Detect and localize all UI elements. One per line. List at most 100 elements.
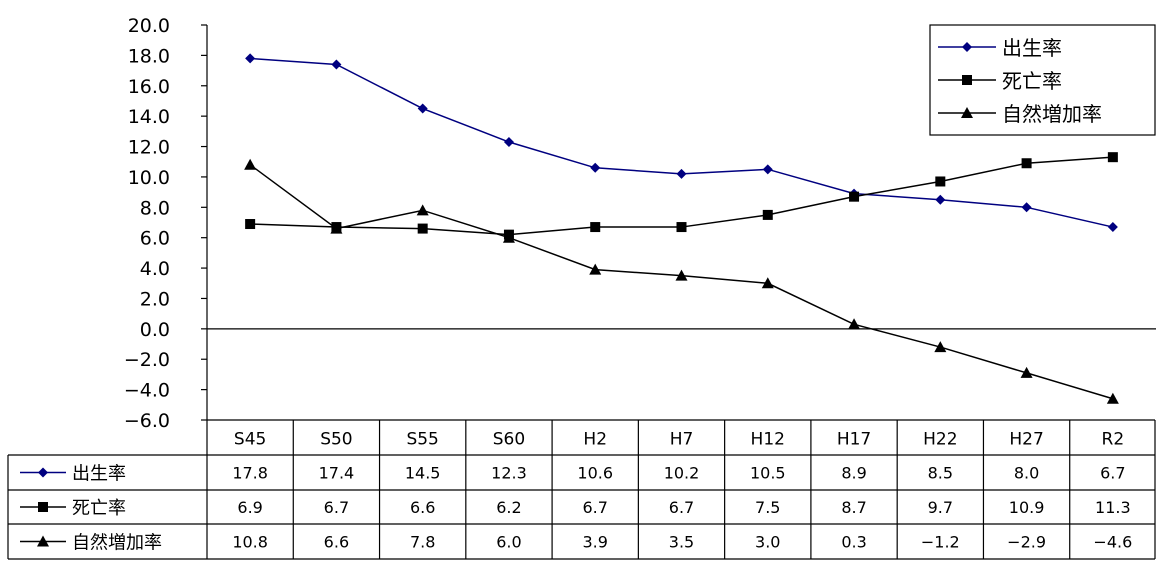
data-point — [1107, 152, 1118, 163]
data-point — [1021, 158, 1032, 169]
table-cell: 12.3 — [491, 464, 527, 483]
table-cell: 6.7 — [1100, 464, 1125, 483]
data-point — [416, 204, 429, 216]
table-cell: 0.3 — [841, 533, 866, 552]
table-cell: 10.8 — [232, 533, 268, 552]
data-point — [417, 223, 428, 234]
category-label: S60 — [493, 430, 525, 450]
category-label: S45 — [234, 430, 266, 450]
legend-marker — [961, 107, 973, 118]
legend-marker — [962, 42, 972, 52]
data-point — [848, 318, 861, 330]
category-label: H17 — [837, 430, 871, 450]
data-point — [1021, 202, 1032, 213]
table-cell: 6.7 — [669, 498, 694, 517]
table-cell: −2.9 — [1007, 533, 1046, 552]
row-key-marker — [38, 502, 48, 512]
series-2 — [245, 152, 1118, 240]
table-cell: 10.6 — [577, 464, 613, 483]
data-point — [762, 164, 773, 175]
data-point — [502, 231, 515, 243]
data-table: S45 S50 S55 S60 H2 H7 H12 H17 H22 H27 R2 出生率 17.8 17.… — [7, 419, 1156, 560]
category-label: H27 — [1009, 430, 1043, 450]
series-layer — [244, 53, 1119, 404]
category-label: H2 — [583, 430, 607, 450]
row-label: 死亡率 — [72, 498, 126, 519]
data-point — [1020, 366, 1033, 378]
table-cell: 6.7 — [583, 498, 608, 517]
legend-label: 出生率 — [1002, 36, 1062, 60]
y-axis: 20.0 18.0 16.0 14.0 12.0 10.0 8.0 6.0 4.0 2.0 0.0 −… — [124, 15, 207, 432]
y-tick-label: 12.0 — [128, 137, 170, 159]
table-cell: 7.8 — [410, 533, 435, 552]
table-cell: 11.3 — [1095, 498, 1131, 517]
table-cell: 6.2 — [496, 498, 521, 517]
data-point — [1107, 222, 1118, 233]
table-cell: 8.5 — [928, 464, 953, 483]
series-3 — [244, 158, 1119, 404]
legend-label: 死亡率 — [1002, 69, 1062, 93]
table-cell: 17.4 — [319, 464, 355, 483]
row-label: 自然増加率 — [72, 533, 162, 554]
data-point — [245, 53, 256, 64]
table-cell: 10.5 — [750, 464, 786, 483]
data-point — [503, 136, 514, 147]
data-point — [589, 263, 602, 275]
y-tick-label: 4.0 — [140, 258, 170, 280]
category-label: R2 — [1102, 430, 1125, 450]
table-cell: 3.9 — [583, 533, 608, 552]
data-point — [330, 222, 343, 234]
plot-lines — [206, 25, 1156, 420]
data-point — [590, 222, 601, 233]
table-cell: 14.5 — [405, 464, 441, 483]
row-label: 出生率 — [72, 464, 126, 485]
data-point — [934, 341, 947, 353]
data-point — [417, 103, 428, 114]
data-point — [762, 209, 773, 220]
category-label: S50 — [320, 430, 352, 450]
category-label: H7 — [670, 430, 694, 450]
table-cell: −4.6 — [1093, 533, 1132, 552]
data-point — [676, 168, 687, 179]
category-label: H12 — [751, 430, 785, 450]
category-label: H22 — [923, 430, 957, 450]
table-cell: 6.7 — [324, 498, 349, 517]
data-point — [590, 162, 601, 173]
data-point — [244, 158, 257, 170]
table-cell: 8.9 — [841, 464, 866, 483]
y-tick-label: −6.0 — [124, 410, 170, 432]
table-cell: −1.2 — [921, 533, 960, 552]
data-point — [849, 191, 860, 202]
y-tick-label: 2.0 — [140, 288, 170, 310]
data-point — [675, 269, 688, 281]
data-point — [935, 176, 946, 187]
data-point — [331, 59, 342, 70]
data-point — [1106, 392, 1119, 404]
y-tick-label: 6.0 — [140, 228, 170, 250]
legend-label: 自然増加率 — [1002, 102, 1102, 126]
y-tick-label: 20.0 — [128, 15, 170, 37]
table-cell: 17.8 — [232, 464, 268, 483]
table-cell: 8.0 — [1014, 464, 1039, 483]
category-label: S55 — [406, 430, 438, 450]
y-tick-label: 14.0 — [128, 106, 170, 128]
table-cell: 3.5 — [669, 533, 694, 552]
series-line — [249, 164, 1114, 400]
data-point — [245, 219, 256, 230]
y-tick-label: 8.0 — [140, 197, 170, 219]
table-cell: 3.0 — [755, 533, 780, 552]
y-tick-label: 0.0 — [140, 319, 170, 341]
y-tick-label: 16.0 — [128, 76, 170, 98]
data-point — [935, 194, 946, 205]
table-cell: 10.9 — [1009, 498, 1045, 517]
y-tick-label: 10.0 — [128, 167, 170, 189]
table-cell: 10.2 — [664, 464, 700, 483]
legend-marker — [962, 75, 972, 85]
row-key-marker — [38, 467, 48, 478]
table-cell: 6.0 — [496, 533, 521, 552]
table-cell: 9.7 — [928, 498, 953, 517]
row-key-marker — [37, 535, 49, 547]
y-tick-label: 18.0 — [128, 45, 170, 67]
